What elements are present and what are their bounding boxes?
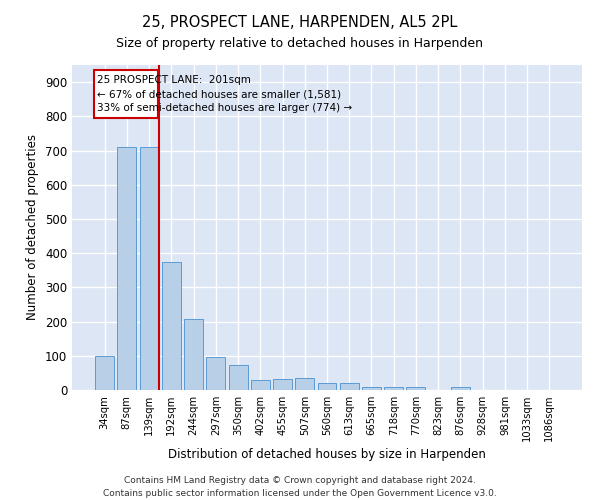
Bar [273,379,292,390]
Text: Size of property relative to detached houses in Harpenden: Size of property relative to detached ho… [116,38,484,51]
Bar [118,147,136,390]
FancyBboxPatch shape [94,70,158,118]
Text: 25 PROSPECT LANE:  201sqm
← 67% of detached houses are smaller (1,581)
33% of se: 25 PROSPECT LANE: 201sqm ← 67% of detach… [97,74,352,114]
Bar [206,357,225,390]
Text: Contains HM Land Registry data © Crown copyright and database right 2024.
Contai: Contains HM Land Registry data © Crown c… [103,476,497,498]
Bar [340,383,359,390]
Bar [295,378,314,390]
Bar [184,319,203,390]
Bar [229,365,248,390]
X-axis label: Distribution of detached houses by size in Harpenden: Distribution of detached houses by size … [168,448,486,462]
Bar [384,388,403,390]
Bar [317,383,337,390]
Bar [140,147,158,390]
Bar [451,387,470,390]
Bar [162,262,181,390]
Bar [406,387,425,390]
Bar [362,386,381,390]
Y-axis label: Number of detached properties: Number of detached properties [26,134,40,320]
Text: 25, PROSPECT LANE, HARPENDEN, AL5 2PL: 25, PROSPECT LANE, HARPENDEN, AL5 2PL [142,15,458,30]
Bar [95,356,114,390]
Bar [251,380,270,390]
